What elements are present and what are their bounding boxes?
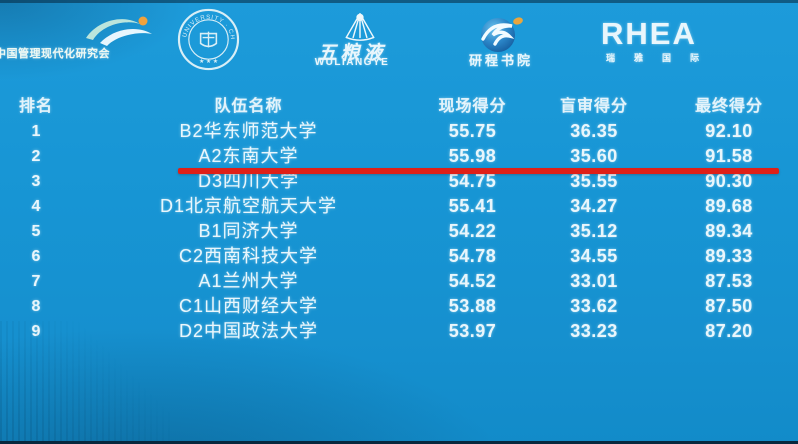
rank-cell: 7 bbox=[31, 273, 41, 290]
team-name-cell: A1兰州大学 bbox=[198, 271, 299, 291]
association-swirl-icon bbox=[86, 16, 152, 46]
final-score-cell: 87.50 bbox=[705, 296, 753, 316]
final-score-cell: 87.20 bbox=[705, 321, 753, 341]
team-name-cell: B2华东师范大学 bbox=[179, 121, 318, 141]
final-score-cell: 89.33 bbox=[705, 246, 753, 266]
wuliangye-script: 五粮液 bbox=[317, 43, 387, 64]
header-team: 队伍名称 bbox=[214, 98, 283, 115]
live-score-cell: 53.97 bbox=[448, 321, 497, 341]
association-name: 中国管理现代化研究会 bbox=[0, 48, 110, 60]
results-table: 排名 队伍名称 现场得分 盲审得分 最终得分 1 B2华东师范大学 55.75 … bbox=[0, 94, 798, 344]
final-score-cell: 87.53 bbox=[705, 271, 753, 291]
rank-cell: 5 bbox=[31, 223, 41, 240]
rhea-logo-text: RHEA bbox=[601, 16, 697, 51]
rank-cell: 9 bbox=[31, 323, 41, 340]
final-score-cell: 90.30 bbox=[705, 171, 753, 191]
photo-scanline-artifact bbox=[0, 321, 170, 441]
blind-score-cell: 35.55 bbox=[570, 171, 618, 191]
rank-cell: 6 bbox=[31, 248, 41, 265]
rhea-subtitle: 瑞雅国际 bbox=[606, 53, 719, 63]
university-emblem-icon: UNIVERSITY · CHINA ★ ★ ★ bbox=[177, 8, 240, 71]
live-score-cell: 54.52 bbox=[448, 271, 497, 291]
wuliangye-crest-icon bbox=[345, 13, 375, 41]
team-name-cell: C2西南科技大学 bbox=[178, 246, 318, 266]
live-score-cell: 55.98 bbox=[448, 146, 497, 166]
live-score-cell: 55.41 bbox=[448, 196, 497, 216]
blind-score-cell: 33.01 bbox=[570, 271, 618, 291]
final-score-cell: 92.10 bbox=[705, 121, 753, 141]
team-name-cell: B1同济大学 bbox=[198, 221, 299, 241]
rank-cell: 8 bbox=[31, 298, 41, 315]
team-name-cell: D1北京航空航天大学 bbox=[159, 196, 337, 216]
blind-score-cell: 33.62 bbox=[570, 296, 618, 316]
header-blind-score: 盲审得分 bbox=[559, 98, 628, 115]
team-name-cell: D3四川大学 bbox=[197, 171, 299, 191]
svg-text:★ ★ ★: ★ ★ ★ bbox=[199, 58, 218, 65]
academy-swirl-icon bbox=[481, 17, 523, 52]
blind-score-cell: 36.35 bbox=[570, 121, 618, 141]
screen-top-edge bbox=[0, 0, 798, 3]
final-score-cell: 91.58 bbox=[705, 146, 753, 166]
blind-score-cell: 34.27 bbox=[570, 196, 618, 216]
screen-bottom-edge bbox=[0, 441, 798, 444]
rank-cell: 1 bbox=[31, 123, 41, 140]
team-name-cell: C1山西财经大学 bbox=[178, 296, 318, 316]
highlight-underline bbox=[178, 168, 779, 174]
header-final-score: 最终得分 bbox=[694, 98, 763, 115]
rank-cell: 4 bbox=[31, 198, 41, 215]
blind-score-cell: 35.12 bbox=[570, 221, 618, 241]
rank-cell: 2 bbox=[31, 148, 41, 165]
final-score-cell: 89.34 bbox=[705, 221, 753, 241]
academy-name: 研程书院 bbox=[468, 53, 533, 68]
blind-score-cell: 34.55 bbox=[570, 246, 618, 266]
live-score-cell: 53.88 bbox=[448, 296, 497, 316]
live-score-cell: 54.22 bbox=[448, 221, 497, 241]
final-score-cell: 89.68 bbox=[705, 196, 753, 216]
team-name-cell: D2中国政法大学 bbox=[178, 321, 318, 341]
live-score-cell: 54.78 bbox=[448, 246, 497, 266]
header-live-score: 现场得分 bbox=[438, 98, 507, 115]
blind-score-cell: 33.23 bbox=[570, 321, 618, 341]
header-rank: 排名 bbox=[18, 98, 53, 115]
live-score-cell: 54.75 bbox=[448, 171, 497, 191]
team-name-cell: A2东南大学 bbox=[198, 146, 299, 166]
live-score-cell: 55.75 bbox=[448, 121, 497, 141]
wuliangye-latin: WULIANGYE bbox=[314, 57, 390, 68]
rank-cell: 3 bbox=[31, 173, 41, 190]
blind-score-cell: 35.60 bbox=[570, 146, 618, 166]
